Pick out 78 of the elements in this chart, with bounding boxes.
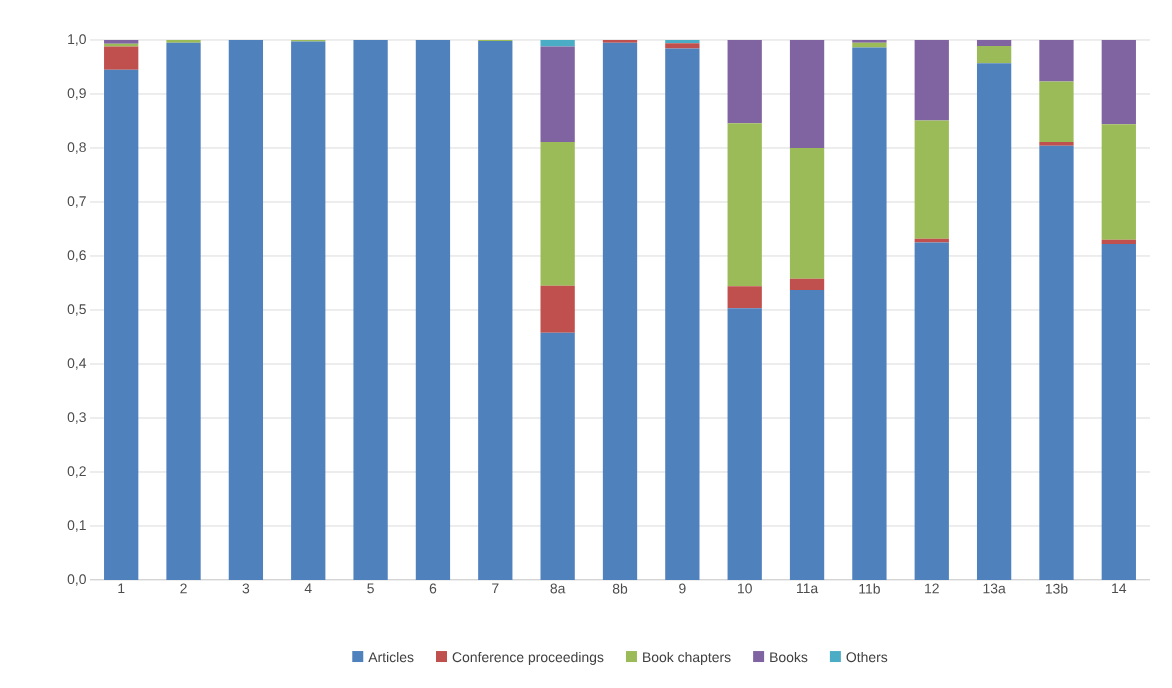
y-tick-label: 0,1 <box>67 520 86 532</box>
x-tick-label: 11a <box>797 583 819 594</box>
bar <box>1101 39 1136 125</box>
bar <box>665 43 700 49</box>
bar <box>914 39 949 121</box>
legend-label: Book chapters <box>643 651 731 665</box>
y-tick-label: 1,0 <box>68 34 86 46</box>
x-tick-label: 2 <box>180 583 187 594</box>
bar <box>1039 81 1074 143</box>
bar <box>789 147 825 279</box>
bar <box>665 39 700 44</box>
y-tick-label: 0,0 <box>67 574 86 586</box>
bar <box>1039 142 1074 146</box>
bar <box>1039 145 1074 580</box>
bar <box>291 41 326 580</box>
y-tick-label: 0,3 <box>67 412 86 424</box>
bar <box>540 39 575 47</box>
bar <box>166 42 201 580</box>
x-tick-label: 9 <box>679 583 686 594</box>
bar <box>976 45 1012 64</box>
bar <box>1101 124 1136 240</box>
y-tick-label: 0,5 <box>67 304 86 316</box>
bar <box>789 39 825 148</box>
x-tick-label: 8a <box>550 583 566 594</box>
bar <box>602 42 638 580</box>
x-tick-label: 5 <box>367 583 374 594</box>
bar <box>540 46 575 143</box>
x-tick-label: 6 <box>429 583 437 594</box>
y-tick-label: 0,2 <box>67 466 86 478</box>
bar <box>727 308 762 580</box>
x-tick-label: 8b <box>612 583 628 594</box>
bar <box>665 48 700 580</box>
bar <box>415 39 451 580</box>
y-tick-label: 0,8 <box>67 142 86 154</box>
y-tick-label: 0,7 <box>67 196 86 208</box>
legend-label: Conference proceedings <box>452 651 604 665</box>
legend-label: Others <box>846 651 888 663</box>
bar <box>540 332 575 580</box>
bar <box>727 286 762 309</box>
bar <box>976 63 1012 580</box>
bar <box>789 290 825 580</box>
bar <box>602 39 638 43</box>
x-tick-label: 3 <box>242 583 250 594</box>
x-tick-label: 13b <box>1045 583 1068 594</box>
bar <box>104 69 139 580</box>
x-tick-label: 12 <box>925 583 939 594</box>
bar <box>976 39 1012 46</box>
bar <box>166 39 201 43</box>
legend-label: Articles <box>368 651 414 663</box>
bar <box>727 123 762 287</box>
bar <box>228 39 264 580</box>
bar <box>727 39 762 124</box>
legend-label: Books <box>770 651 808 663</box>
x-tick-label: 10 <box>738 583 752 594</box>
x-tick-label: 14 <box>1112 583 1127 594</box>
y-tick-label: 0,9 <box>67 88 86 100</box>
bar <box>1101 239 1136 245</box>
bar <box>1039 39 1074 82</box>
bar <box>914 120 949 239</box>
bar <box>852 42 887 48</box>
bar <box>852 47 887 580</box>
x-tick-label: 13a <box>983 583 1006 594</box>
bar <box>104 39 139 44</box>
bar <box>540 142 575 286</box>
bar <box>353 39 388 580</box>
bar <box>852 39 887 43</box>
bar <box>914 242 949 580</box>
x-tick-label: 1 <box>118 583 125 594</box>
bar <box>104 46 139 70</box>
y-tick-label: 0,4 <box>67 358 87 370</box>
bar <box>1101 244 1136 580</box>
bar <box>478 41 513 580</box>
bar <box>540 285 575 333</box>
x-tick-label: 11b <box>859 583 880 594</box>
bar <box>789 278 825 290</box>
x-tick-label: 4 <box>304 583 312 594</box>
y-tick-label: 0,6 <box>67 250 86 262</box>
x-tick-label: 7 <box>492 583 499 594</box>
